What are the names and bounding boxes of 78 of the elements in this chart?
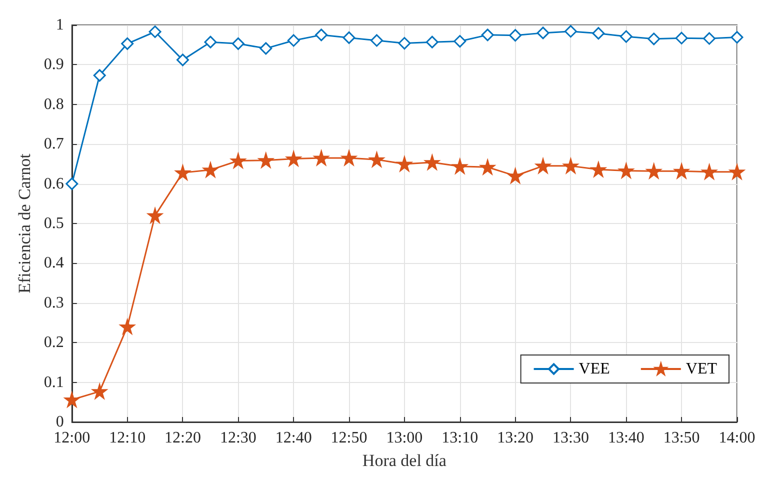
point (703, 32, 716, 45)
point (398, 37, 411, 50)
point (646, 164, 662, 178)
point (342, 31, 356, 44)
point (148, 26, 162, 38)
point (702, 164, 717, 180)
point (564, 25, 577, 38)
point (536, 26, 550, 40)
x-tick-label: 12:20 (164, 430, 201, 446)
point (370, 152, 384, 167)
point (563, 158, 578, 174)
point (121, 37, 134, 50)
x-tick-label: 12:50 (330, 430, 368, 446)
y-tick-label: 0.1 (44, 374, 64, 391)
point (286, 152, 301, 166)
y-tick-label: 0.7 (44, 136, 64, 153)
point (509, 29, 522, 42)
point (426, 36, 438, 48)
x-tick-label: 12:40 (275, 430, 312, 446)
point (175, 165, 190, 180)
point (675, 32, 688, 44)
x-axis-title: Hora del día (362, 451, 447, 470)
point (287, 34, 300, 47)
y-axis-title: Eficiencia de Carnot (15, 153, 34, 294)
point (203, 162, 218, 178)
x-tick-label: 12:30 (220, 430, 256, 446)
y-tick-label: 0.4 (44, 254, 64, 272)
x-tick-label: 13:50 (663, 430, 700, 446)
y-tick-label: 0.3 (44, 294, 64, 312)
point (454, 35, 466, 48)
point (397, 156, 412, 172)
point (260, 42, 272, 55)
x-tick-label: 13:40 (608, 430, 644, 446)
point (120, 319, 135, 334)
point (730, 164, 744, 180)
x-tick-label: 13:20 (497, 430, 534, 446)
point (508, 168, 523, 184)
point (230, 154, 246, 168)
x-tick-label: 13:10 (442, 430, 478, 446)
point (620, 30, 632, 43)
point (148, 208, 162, 223)
point (232, 37, 244, 50)
point (591, 162, 606, 177)
legend-label: VEE (578, 360, 610, 378)
x-tick-label: 13:30 (552, 430, 589, 446)
y-tick-label: 0.8 (44, 96, 64, 113)
y-tick-label: 0 (56, 414, 64, 430)
point (648, 32, 660, 46)
point (370, 34, 383, 47)
point (674, 164, 689, 178)
x-tick-label: 12:00 (54, 430, 90, 446)
point (258, 153, 274, 168)
point (592, 27, 605, 40)
y-tick-label: 1 (56, 16, 64, 34)
point (66, 178, 78, 190)
point (424, 155, 440, 170)
y-tick-label: 0.9 (44, 56, 64, 74)
point (314, 150, 329, 166)
x-tick-label: 14:00 (718, 430, 756, 446)
point (452, 159, 468, 174)
point (92, 384, 107, 399)
x-tick-label: 13:00 (386, 430, 423, 446)
point (618, 163, 634, 178)
point (480, 160, 495, 174)
point (536, 158, 550, 174)
point (315, 28, 328, 42)
legend-label: VET (686, 360, 718, 378)
point (730, 31, 744, 44)
point (64, 392, 80, 408)
point (176, 54, 189, 66)
point (481, 28, 494, 42)
y-tick-label: 0.5 (44, 215, 64, 232)
x-tick-label: 12:10 (109, 430, 146, 446)
y-tick-label: 0.2 (44, 334, 64, 352)
point (342, 150, 356, 166)
point (93, 69, 106, 82)
y-tick-label: 0.6 (44, 175, 64, 192)
point (204, 36, 217, 48)
